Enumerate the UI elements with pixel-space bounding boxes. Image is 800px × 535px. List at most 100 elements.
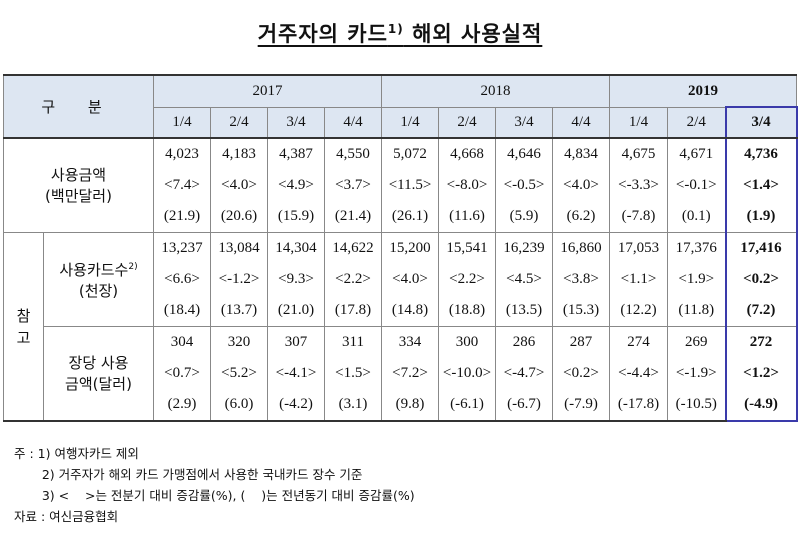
table-cell: <-3.3> xyxy=(609,170,668,201)
table-cell: <0.7> xyxy=(153,358,211,389)
table-cell: <-0.1> xyxy=(667,170,726,201)
table-cell: 17,053 xyxy=(609,232,668,264)
table-cell: (6.2) xyxy=(552,201,610,233)
table-cell: (26.1) xyxy=(381,201,439,233)
table-cell: (5.9) xyxy=(495,201,553,233)
table-cell: 13,084 xyxy=(210,232,268,264)
table-cell: 4,671 xyxy=(667,138,726,170)
header-quarter: 1/4 xyxy=(381,107,439,139)
table-cell: (2.9) xyxy=(153,389,211,422)
table-cell: <-10.0> xyxy=(438,358,496,389)
table-cell: (21.9) xyxy=(153,201,211,233)
row-label-line: 사용카드수2) xyxy=(59,261,138,279)
table-cell: 17,376 xyxy=(667,232,726,264)
table-cell: <4.0> xyxy=(210,170,268,201)
table-cell: 15,200 xyxy=(381,232,439,264)
table-cell: <1.4> xyxy=(724,170,798,201)
table-cell: 320 xyxy=(210,326,268,358)
table-cell: 4,668 xyxy=(438,138,496,170)
card-usage-table: 구 분 2017 2018 2019 1/4 2/4 3/4 4/4 1/4 2/4 3/4… xyxy=(3,74,798,422)
table-cell: 4,646 xyxy=(495,138,553,170)
table-cell: 13,237 xyxy=(153,232,211,264)
row-label-per: 장당 사용 금액(달러) xyxy=(43,326,154,422)
header-quarter: 1/4 xyxy=(609,107,668,139)
footnote-1: 주 : 1) 여행자카드 제외 xyxy=(14,446,139,461)
table-cell: <11.5> xyxy=(381,170,439,201)
table-cell: (-6.1) xyxy=(438,389,496,422)
footnote-3: 3) < >는 전분기 대비 증감률(%), ( )는 전년동기 대비 증감률(… xyxy=(14,488,415,503)
table-cell: 4,183 xyxy=(210,138,268,170)
table-cell: (21.4) xyxy=(324,201,382,233)
header-quarter: 3/4 xyxy=(724,106,798,139)
table-cell: (-4.9) xyxy=(724,389,798,422)
table-cell: (1.9) xyxy=(724,201,798,233)
table-row: <6.6> <-1.2> <9.3> <2.2> <4.0> <2.2> <4.5> <3.8… xyxy=(4,264,798,295)
table-cell: (9.8) xyxy=(381,389,439,422)
table-cell: 4,387 xyxy=(267,138,325,170)
table-cell: <3.8> xyxy=(552,264,610,295)
table-cell: 14,304 xyxy=(267,232,325,264)
header-quarter: 2/4 xyxy=(210,107,268,139)
table-row: (18.4) (13.7) (21.0) (17.8) (14.8) (18.8) (13.… xyxy=(4,295,798,327)
table-cell: <-8.0> xyxy=(438,170,496,201)
table-cell: <1.1> xyxy=(609,264,668,295)
table-cell: (-4.2) xyxy=(267,389,325,422)
table-cell: (-7.9) xyxy=(552,389,610,422)
table-cell: 4,023 xyxy=(153,138,211,170)
table-cell: <7.2> xyxy=(381,358,439,389)
table-cell: <7.4> xyxy=(153,170,211,201)
row-label-amount: 사용금액 (백만달러) xyxy=(3,138,154,233)
table-cell: (0.1) xyxy=(667,201,726,233)
table-cell: <9.3> xyxy=(267,264,325,295)
table-cell: <2.2> xyxy=(324,264,382,295)
table-cell: <3.7> xyxy=(324,170,382,201)
header-quarter: 4/4 xyxy=(552,107,610,139)
table-cell: (-17.8) xyxy=(609,389,668,422)
table-cell: <4.0> xyxy=(381,264,439,295)
table-cell: <-0.5> xyxy=(495,170,553,201)
table-cell: <0.2> xyxy=(552,358,610,389)
table-cell: (21.0) xyxy=(267,295,325,327)
row-label-line: 사용금액 xyxy=(50,165,107,184)
table-cell: (17.8) xyxy=(324,295,382,327)
title-text-rest: 해외 사용실적 xyxy=(403,22,543,46)
table-cell: (11.8) xyxy=(667,295,726,327)
table-cell: (-6.7) xyxy=(495,389,553,422)
table-cell: 4,550 xyxy=(324,138,382,170)
table-cell: (11.6) xyxy=(438,201,496,233)
table-cell: <5.2> xyxy=(210,358,268,389)
table-cell: 4,834 xyxy=(552,138,610,170)
table-cell: <4.5> xyxy=(495,264,553,295)
table-cell: 16,239 xyxy=(495,232,553,264)
table-cell: <1.5> xyxy=(324,358,382,389)
table-cell: 272 xyxy=(724,326,798,358)
table-cell: <-1.9> xyxy=(667,358,726,389)
header-quarter: 2/4 xyxy=(438,107,496,139)
row-label-cards: 사용카드수2) (천장) xyxy=(43,232,154,327)
footnotes: 주 : 1) 여행자카드 제외 2) 거주자가 해외 카드 가맹점에서 사용한 … xyxy=(14,443,415,527)
table-cell: (13.5) xyxy=(495,295,553,327)
table-cell: (7.2) xyxy=(724,295,798,327)
header-quarter: 3/4 xyxy=(495,107,553,139)
table-row: 참 고 사용카드수2) (천장) 13,237 13,084 14,304 14,622 15,… xyxy=(3,232,798,422)
table-cell: 17,416 xyxy=(724,232,798,264)
row-label-line: 장당 사용 xyxy=(68,353,129,372)
header-year-row: 구 분 2017 2018 2019 xyxy=(3,74,798,139)
table-cell: 287 xyxy=(552,326,610,358)
row-label-line: (백만달러) xyxy=(45,186,112,205)
page-title: 거주자의 카드1) 해외 사용실적 xyxy=(0,18,800,48)
table-cell: (20.6) xyxy=(210,201,268,233)
table-cell: <-1.2> xyxy=(210,264,268,295)
table-cell: (12.2) xyxy=(609,295,668,327)
table-cell: <-4.1> xyxy=(267,358,325,389)
table-cell: 15,541 xyxy=(438,232,496,264)
header-year-2017: 2017 xyxy=(153,74,382,108)
table-cell: 311 xyxy=(324,326,382,358)
table-cell: (18.4) xyxy=(153,295,211,327)
header-quarter: 2/4 xyxy=(667,107,726,139)
table-cell: 269 xyxy=(667,326,726,358)
table-cell: <-4.4> xyxy=(609,358,668,389)
table-cell: <-4.7> xyxy=(495,358,553,389)
table-cell: <6.6> xyxy=(153,264,211,295)
table-cell: <4.9> xyxy=(267,170,325,201)
